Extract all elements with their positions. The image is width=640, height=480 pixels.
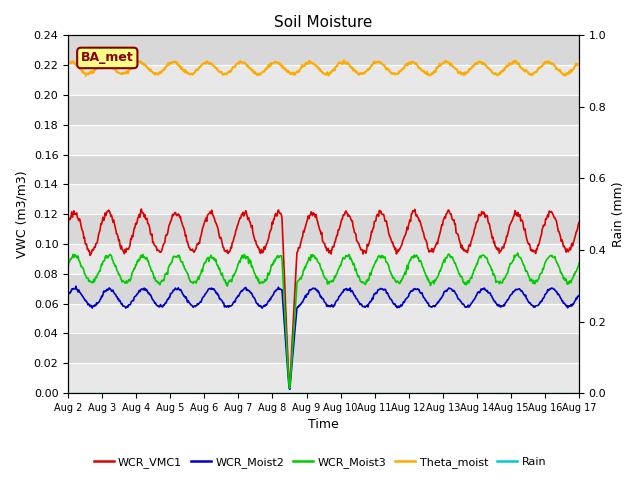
Text: BA_met: BA_met	[81, 51, 134, 64]
Bar	[68, 274, 579, 304]
Bar	[68, 244, 579, 274]
Bar	[68, 155, 579, 184]
Bar	[68, 184, 579, 214]
Y-axis label: Rain (mm): Rain (mm)	[612, 181, 625, 247]
Bar	[68, 95, 579, 125]
Bar	[68, 36, 579, 65]
Legend: WCR_VMC1, WCR_Moist2, WCR_Moist3, Theta_moist, Rain: WCR_VMC1, WCR_Moist2, WCR_Moist3, Theta_…	[89, 452, 551, 472]
Bar	[68, 214, 579, 244]
X-axis label: Time: Time	[308, 419, 339, 432]
Bar	[68, 65, 579, 95]
Bar	[68, 304, 579, 334]
Title: Soil Moisture: Soil Moisture	[275, 15, 372, 30]
Bar	[68, 363, 579, 393]
Bar	[68, 125, 579, 155]
Y-axis label: VWC (m3/m3): VWC (m3/m3)	[15, 170, 28, 258]
Bar	[68, 334, 579, 363]
